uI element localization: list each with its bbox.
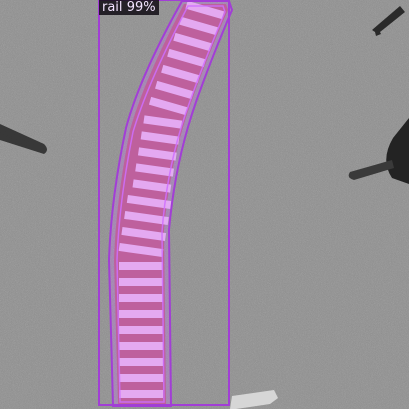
right-shadow-bar	[348, 160, 394, 180]
sleeper	[119, 278, 163, 286]
sleeper	[119, 310, 163, 318]
sleeper	[155, 80, 194, 100]
sleeper	[119, 358, 163, 366]
sleeper	[119, 374, 163, 382]
sleeper	[148, 96, 188, 116]
detection-label: rail 99%	[99, 0, 159, 15]
sleeper	[118, 242, 164, 258]
sleeper	[119, 294, 163, 302]
sleeper	[119, 262, 163, 270]
sleeper	[126, 194, 172, 210]
detection-bounding-box	[98, 0, 230, 406]
left-shadow	[0, 124, 47, 154]
sleeper	[140, 131, 180, 145]
sleeper	[179, 16, 219, 36]
bottom-light-object	[230, 390, 278, 409]
sleeper	[173, 32, 213, 52]
sleeper	[167, 48, 206, 68]
segmentation-mask	[109, 1, 232, 406]
sleeper	[143, 115, 183, 129]
sleeper	[119, 342, 163, 350]
segmentation-inner-edge	[116, 5, 226, 403]
sleeper	[119, 326, 163, 334]
detection-class-name: rail	[102, 0, 123, 15]
sleeper	[132, 179, 172, 193]
sleeper	[121, 226, 167, 242]
top-right-object	[372, 6, 405, 36]
detection-confidence: 99%	[126, 0, 156, 15]
sleeper	[124, 210, 169, 226]
sleeper	[161, 64, 200, 84]
track-sleepers	[118, 0, 225, 398]
sleeper	[135, 163, 174, 177]
sleeper	[119, 390, 163, 398]
sleeper	[137, 147, 177, 161]
